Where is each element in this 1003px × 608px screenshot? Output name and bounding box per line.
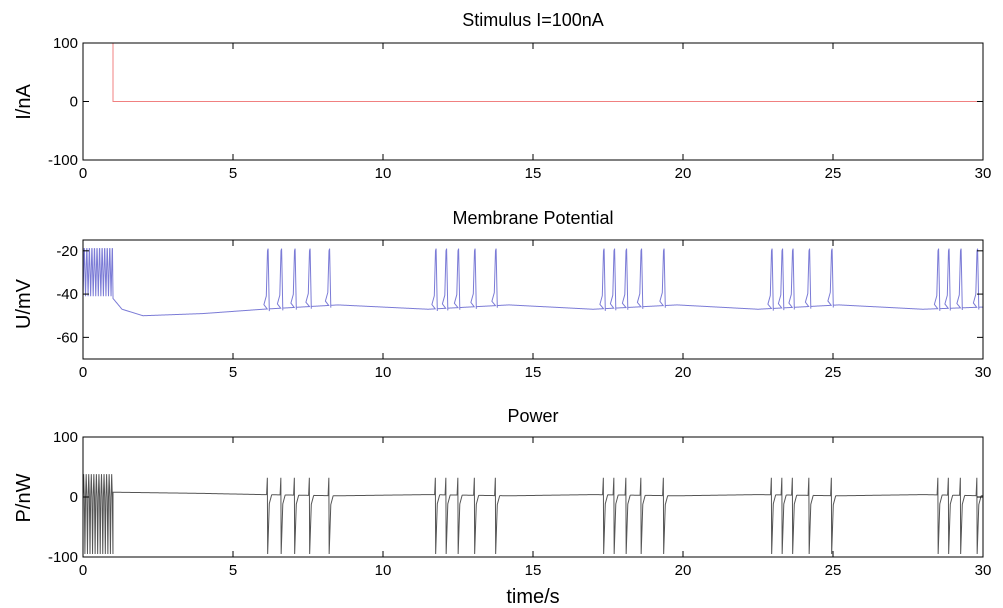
time-xlabel: time/s — [506, 586, 559, 608]
power-xtick-label: 5 — [229, 562, 237, 579]
power-ytick-label: -100 — [48, 549, 78, 566]
stimulus-xtick-label: 0 — [79, 165, 87, 182]
power-xtick-label: 10 — [375, 562, 392, 579]
power-xtick-label: 30 — [975, 562, 992, 579]
membrane-potential-title: Membrane Potential — [452, 208, 613, 228]
power-trace — [83, 474, 983, 555]
stimulus-xtick-label: 5 — [229, 165, 237, 182]
membrane-potential-xtick-label: 10 — [375, 364, 392, 381]
power-xtick-label: 25 — [825, 562, 842, 579]
stimulus-ytick-label: 100 — [53, 35, 78, 52]
membrane-potential-ytick-label: -40 — [56, 286, 78, 303]
stimulus-trace — [83, 43, 983, 102]
membrane-potential-xtick-label: 25 — [825, 364, 842, 381]
membrane-potential-ytick-label: -20 — [56, 243, 78, 260]
membrane-potential-xtick-label: 5 — [229, 364, 237, 381]
stimulus-xtick-label: 10 — [375, 165, 392, 182]
membrane-potential-ylabel: U/mV — [13, 278, 35, 329]
stimulus-xtick-label: 30 — [975, 165, 992, 182]
stimulus-panel: Stimulus I=100nA I/nA 0 5 10 15 20 25 30-10001… — [13, 10, 991, 182]
stimulus-ytick-label: -100 — [48, 152, 78, 169]
membrane-potential-xtick-label: 20 — [675, 364, 692, 381]
power-xtick-label: 0 — [79, 562, 87, 579]
stimulus-xtick-label: 15 — [525, 165, 542, 182]
stimulus-ylabel: I/nA — [13, 84, 35, 120]
stimulus-title: Stimulus I=100nA — [462, 10, 604, 30]
membrane-potential-xtick-label: 30 — [975, 364, 992, 381]
membrane-potential-axes-frame — [82, 239, 984, 360]
power-ytick-label: 0 — [70, 489, 78, 506]
power-xtick-label: 15 — [525, 562, 542, 579]
power-title: Power — [507, 406, 558, 426]
membrane-potential-xtick-label: 15 — [525, 364, 542, 381]
stimulus-ytick-label: 0 — [70, 94, 78, 111]
power-xtick-label: 20 — [675, 562, 692, 579]
power-ylabel: P/nW — [13, 473, 35, 522]
membrane-potential-panel: Membrane Potential U/mV 0 5 10 15 20 25 30 -60 -… — [13, 208, 991, 381]
membrane-potential-trace — [83, 248, 983, 317]
stimulus-xtick-label: 25 — [825, 165, 842, 182]
membrane-potential-xtick-label: 0 — [79, 364, 87, 381]
power-axes-frame — [82, 436, 984, 558]
membrane-potential-ytick-label: -60 — [56, 329, 78, 346]
stimulus-xtick-label: 20 — [675, 165, 692, 182]
power-ytick-label: 100 — [53, 429, 78, 446]
